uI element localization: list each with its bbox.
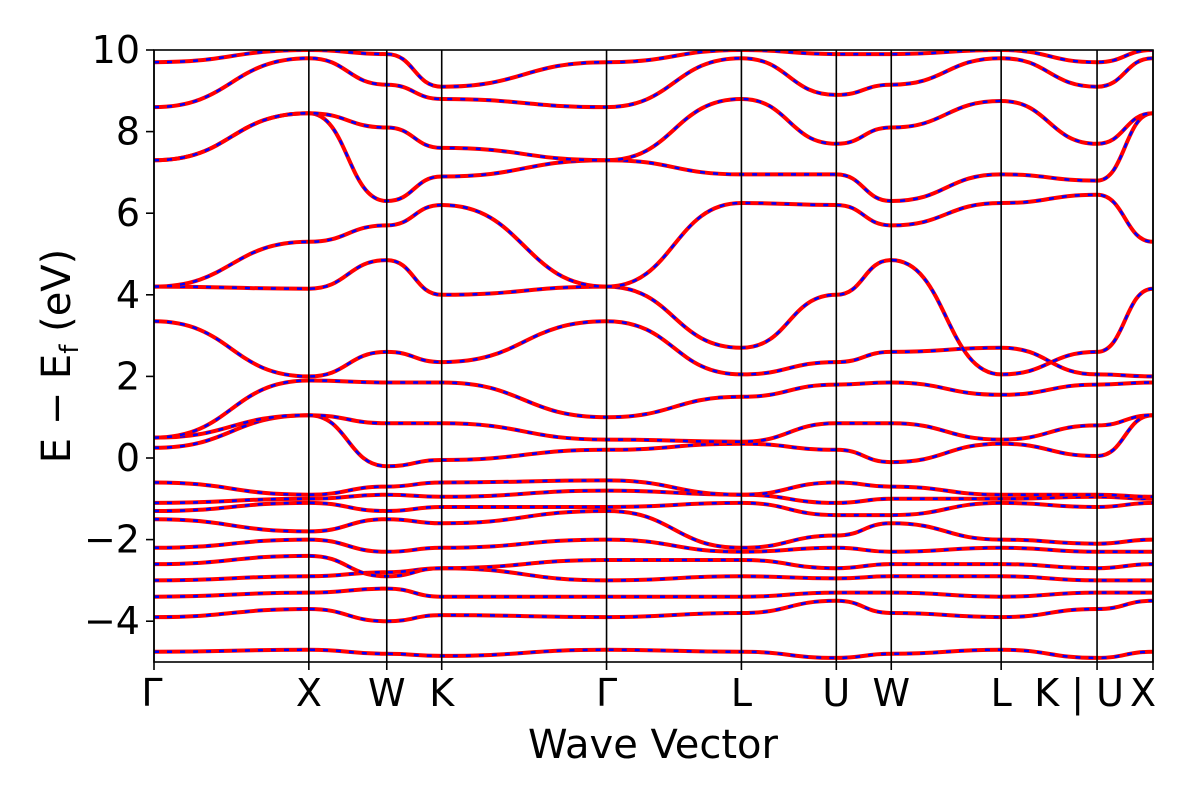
bands-layer — [154, 50, 1153, 660]
x-axis-label: Wave Vector — [528, 722, 779, 768]
x-tick-label: L — [731, 671, 752, 715]
y-tick-label: 10 — [92, 28, 140, 72]
band-line — [154, 598, 1153, 624]
band-line — [154, 586, 1153, 599]
band-line — [154, 647, 1153, 660]
band-line — [154, 488, 1153, 505]
band-line — [154, 566, 1153, 583]
band-line-dashed — [154, 56, 1153, 109]
x-tick-label: K — [429, 671, 455, 715]
band-line-dashed — [154, 413, 1153, 443]
band-line-dashed — [154, 50, 1153, 88]
y-tick-label: −2 — [84, 518, 140, 562]
band-line-dashed — [154, 648, 1153, 660]
y-tick-label: 2 — [116, 354, 140, 398]
band-line — [154, 478, 1153, 499]
x-tick-label: Γ — [141, 671, 162, 715]
x-tick-label: L — [991, 671, 1012, 715]
band-line-dashed — [154, 97, 1153, 162]
band-line-dashed — [154, 258, 1153, 376]
y-axis-label-unit: (eV) — [34, 249, 80, 345]
band-line — [154, 378, 1153, 440]
band-line — [154, 96, 1153, 163]
x-tick-label: K | U — [1034, 671, 1124, 716]
band-line-dashed — [154, 554, 1153, 578]
y-tick-label: −4 — [84, 599, 140, 643]
y-tick-label: 6 — [116, 191, 140, 235]
x-tick-label: W — [368, 671, 406, 715]
band-line-dashed — [154, 599, 1153, 623]
band-line — [154, 537, 1153, 554]
x-tick-label: X — [296, 671, 322, 715]
band-line-dashed — [154, 479, 1153, 499]
band-line-dashed — [154, 379, 1153, 439]
band-line — [154, 50, 1153, 89]
y-tick-label: 0 — [116, 436, 140, 480]
band-line-dashed — [154, 111, 1153, 203]
y-axis-label-main: E − E — [34, 354, 80, 464]
y-axis-label: E − Ef (eV) — [34, 249, 85, 464]
y-tick-label: 4 — [116, 273, 140, 317]
band-line — [154, 319, 1153, 379]
band-line — [154, 111, 1153, 204]
band-line — [154, 258, 1153, 377]
band-line — [154, 500, 1153, 518]
y-tick-label: 8 — [116, 110, 140, 154]
band-line — [154, 413, 1153, 469]
band-line — [154, 413, 1153, 444]
band-line-dashed — [154, 193, 1153, 288]
x-tick-label: Γ — [596, 671, 617, 715]
kpoint-lines — [153, 50, 1154, 662]
y-axis-label-sub: f — [55, 344, 85, 354]
y-ticks: −4 −2 0 2 4 6 8 10 — [84, 28, 154, 643]
plot-frame — [153, 49, 1154, 663]
band-line — [154, 553, 1153, 579]
x-tick-label: X — [1130, 671, 1156, 715]
x-tick-label: W — [872, 671, 910, 715]
x-tick-label: U — [822, 671, 850, 715]
